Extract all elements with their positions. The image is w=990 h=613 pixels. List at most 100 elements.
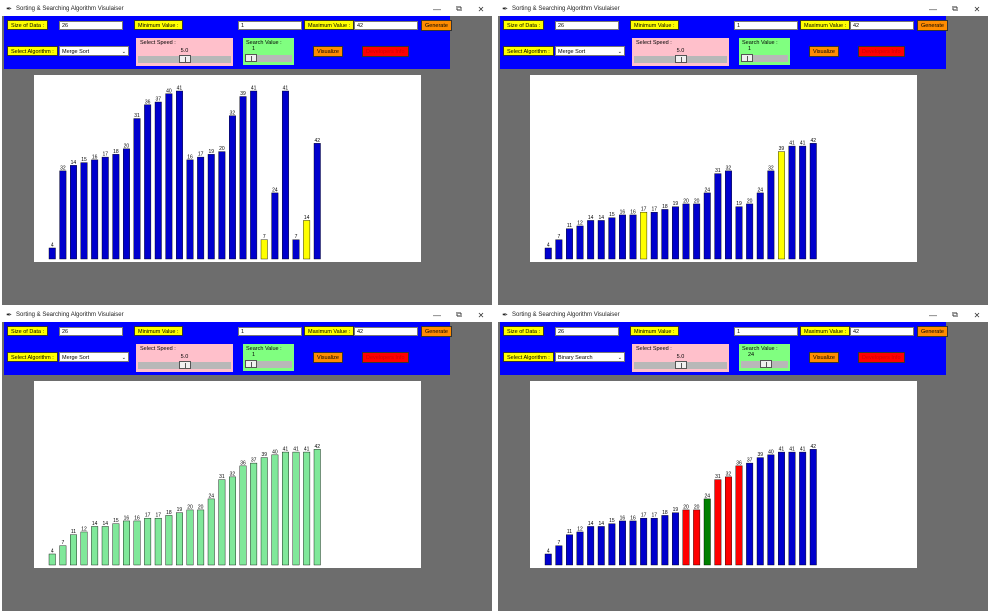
maximum-value-input[interactable]: 42	[354, 327, 418, 336]
minimize-button[interactable]: —	[433, 310, 441, 320]
bar-label-10: 36	[145, 99, 151, 105]
developers-info-button[interactable]: Developers Info	[858, 46, 905, 57]
minimum-value-input[interactable]: 1	[734, 327, 798, 336]
bar-14	[682, 509, 690, 566]
speed-slider-thumb[interactable]	[178, 55, 191, 63]
visualize-button[interactable]: Visualize	[809, 352, 839, 363]
bar-label-5: 14	[92, 521, 98, 527]
bar-20	[746, 203, 754, 260]
bar-26	[313, 449, 321, 566]
search-slider-thumb[interactable]	[245, 360, 257, 368]
search-slider[interactable]	[245, 361, 292, 368]
size-of-data-input[interactable]: 26	[555, 21, 619, 30]
bar-9	[629, 214, 637, 260]
bar-label-14: 16	[187, 154, 193, 160]
minimize-button[interactable]: —	[433, 4, 441, 14]
minimize-button[interactable]: —	[929, 310, 937, 320]
bar-label-14: 20	[683, 198, 689, 204]
maximum-value-label: Maximum Value :	[304, 20, 355, 30]
visualize-button[interactable]: Visualize	[313, 46, 343, 57]
minimum-value-input[interactable]: 1	[238, 21, 302, 30]
algorithm-value: Merge Sort	[62, 49, 90, 55]
bar-label-23: 41	[283, 86, 289, 92]
speed-slider-thumb[interactable]	[674, 361, 687, 369]
algorithm-select[interactable]: Binary Search ⌄	[555, 352, 625, 362]
bar-label-11: 17	[651, 207, 657, 213]
algorithm-select[interactable]: Merge Sort ⌄	[59, 352, 129, 362]
bar-1	[544, 247, 552, 260]
chevron-down-icon: ⌄	[617, 355, 622, 361]
search-slider[interactable]	[245, 55, 292, 62]
algorithm-select[interactable]: Merge Sort ⌄	[59, 46, 129, 56]
bar-label-5: 16	[92, 154, 98, 160]
bar-label-11: 37	[155, 97, 161, 103]
bar-16	[703, 498, 711, 566]
bar-label-7: 15	[113, 518, 119, 524]
search-slider-thumb[interactable]	[760, 360, 773, 368]
developers-info-button[interactable]: Developers Info	[362, 352, 409, 363]
bar-label-26: 42	[810, 138, 816, 144]
maximize-button[interactable]: ⧉	[952, 4, 958, 13]
generate-button[interactable]: Generate	[917, 326, 948, 337]
close-button[interactable]: ✕	[973, 310, 981, 320]
developers-info-button[interactable]: Developers Info	[858, 352, 905, 363]
bar-chart: 4 7 11 12 14 14 15 16 16 17 17 18 19 20 20 24 31 32 19 20 24…	[544, 138, 817, 260]
size-of-data-input[interactable]: 26	[555, 327, 619, 336]
select-speed-label: Select Speed :	[636, 40, 672, 46]
bar-label-4: 12	[577, 526, 583, 532]
generate-button[interactable]: Generate	[917, 20, 948, 31]
bar-13	[175, 512, 183, 566]
visualize-button[interactable]: Visualize	[809, 46, 839, 57]
close-button[interactable]: ✕	[477, 310, 485, 320]
search-slider[interactable]	[741, 55, 788, 62]
bar-17	[218, 151, 226, 260]
search-value-label: Search Value :	[246, 346, 282, 352]
title-bar: ✒ Sorting & Searching Algorithm Visulais…	[498, 308, 988, 322]
bar-1	[48, 553, 56, 566]
algorithm-select[interactable]: Merge Sort ⌄	[555, 46, 625, 56]
bar-12	[165, 515, 173, 566]
speed-value: 5.0	[180, 48, 189, 54]
bar-label-26: 42	[810, 444, 816, 450]
chevron-down-icon: ⌄	[617, 49, 622, 55]
size-of-data-input[interactable]: 26	[59, 327, 123, 336]
chevron-down-icon: ⌄	[121, 355, 126, 361]
search-value-label: Search Value :	[742, 346, 778, 352]
minimum-value-label: Minimum Value :	[630, 326, 679, 336]
maximize-button[interactable]: ⧉	[456, 4, 462, 13]
maximum-value-input[interactable]: 42	[850, 21, 914, 30]
minimum-value-input[interactable]: 1	[238, 327, 302, 336]
close-button[interactable]: ✕	[973, 4, 981, 14]
minimum-value-label: Minimum Value :	[134, 326, 183, 336]
bar-18	[228, 115, 236, 260]
maximum-value-input[interactable]: 42	[354, 21, 418, 30]
close-button[interactable]: ✕	[477, 4, 485, 14]
maximize-button[interactable]: ⧉	[952, 310, 958, 319]
bar-20	[746, 462, 754, 566]
bar-label-1: 4	[51, 548, 54, 554]
developers-info-button[interactable]: Developers Info	[362, 46, 409, 57]
speed-slider-thumb[interactable]	[674, 55, 687, 63]
bar-23	[777, 151, 785, 260]
generate-button[interactable]: Generate	[421, 20, 452, 31]
bar-label-24: 41	[789, 447, 795, 453]
speed-panel: Select Speed : 5.0	[136, 344, 233, 372]
search-slider-thumb[interactable]	[245, 54, 257, 62]
size-of-data-input[interactable]: 26	[59, 21, 123, 30]
control-panel: Size of Data : 26 Minimum Value : 1 Maxi…	[4, 16, 452, 69]
generate-button[interactable]: Generate	[421, 326, 452, 337]
minimum-value-input[interactable]: 1	[734, 21, 798, 30]
speed-slider-thumb[interactable]	[178, 361, 191, 369]
search-slider-thumb[interactable]	[741, 54, 753, 62]
bar-label-8: 16	[620, 209, 626, 215]
speed-panel: Select Speed : 5.0	[632, 38, 729, 66]
visualize-button[interactable]: Visualize	[313, 352, 343, 363]
bar-17	[714, 479, 722, 566]
maximum-value-input[interactable]: 42	[850, 327, 914, 336]
minimize-button[interactable]: —	[929, 4, 937, 14]
bar-8	[618, 214, 626, 260]
bar-11	[650, 517, 658, 566]
maximize-button[interactable]: ⧉	[456, 310, 462, 319]
bar-label-26: 42	[314, 444, 320, 450]
bar-label-25: 41	[304, 447, 310, 453]
